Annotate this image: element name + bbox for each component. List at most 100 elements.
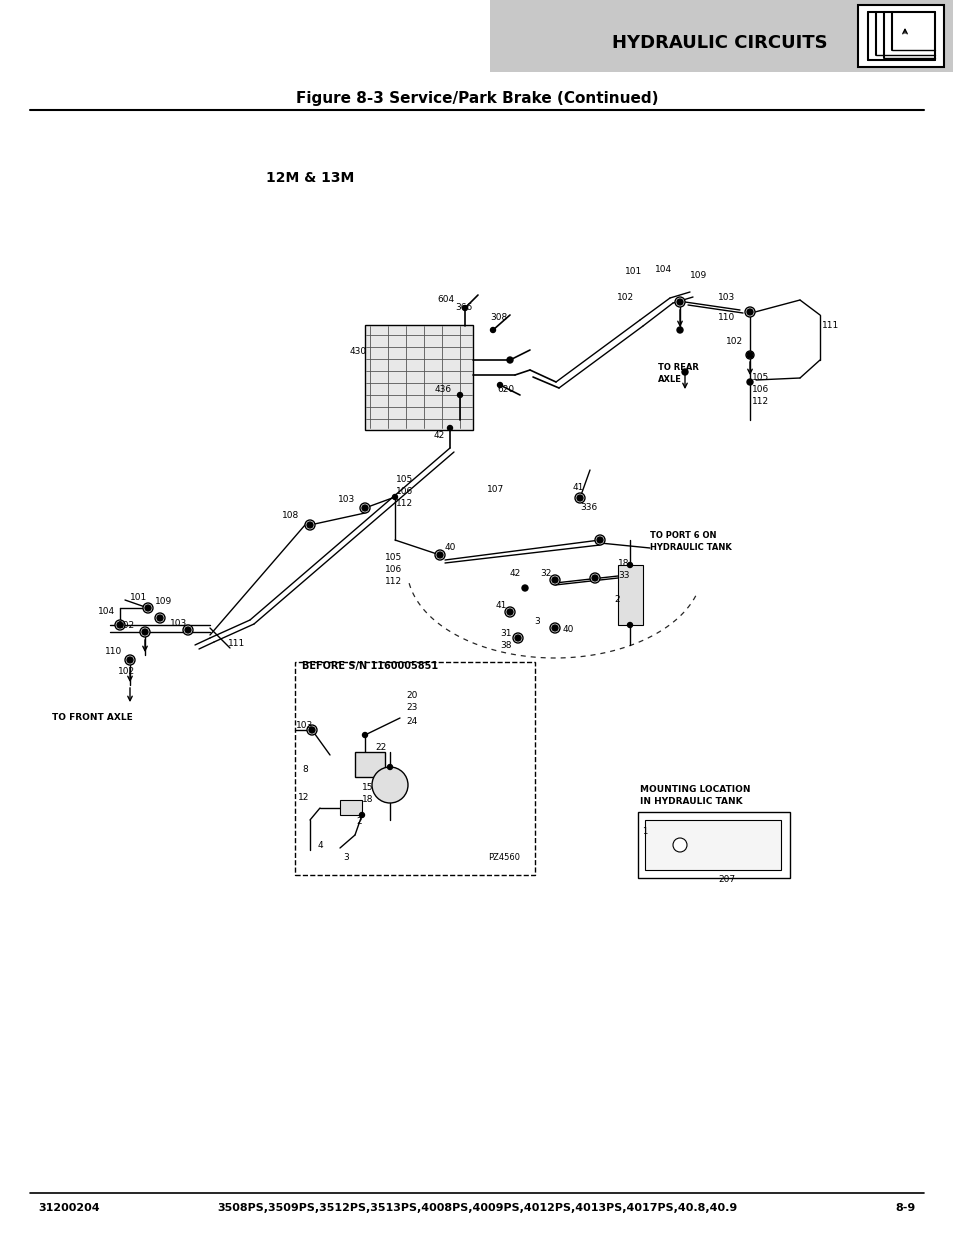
Circle shape bbox=[672, 839, 686, 852]
Text: 1: 1 bbox=[641, 827, 646, 836]
Text: 41: 41 bbox=[573, 483, 584, 492]
Circle shape bbox=[745, 351, 753, 359]
Text: 101: 101 bbox=[130, 594, 147, 603]
Circle shape bbox=[589, 573, 599, 583]
Text: 12: 12 bbox=[297, 794, 309, 803]
Text: 41: 41 bbox=[496, 601, 507, 610]
Text: 103: 103 bbox=[718, 294, 735, 303]
Text: 604: 604 bbox=[436, 295, 454, 305]
Circle shape bbox=[436, 552, 442, 558]
Circle shape bbox=[746, 352, 752, 358]
Text: 42: 42 bbox=[434, 431, 445, 440]
Text: 106: 106 bbox=[395, 488, 413, 496]
Text: AXLE: AXLE bbox=[658, 375, 681, 384]
Text: TO REAR: TO REAR bbox=[658, 363, 699, 373]
Text: 20: 20 bbox=[406, 690, 416, 699]
Text: 109: 109 bbox=[689, 270, 706, 279]
Circle shape bbox=[127, 657, 132, 663]
Circle shape bbox=[359, 813, 364, 818]
Circle shape bbox=[305, 520, 314, 530]
Circle shape bbox=[506, 609, 513, 615]
Text: 33: 33 bbox=[618, 572, 629, 580]
Text: 2: 2 bbox=[614, 595, 619, 604]
Text: 102: 102 bbox=[118, 621, 135, 631]
Circle shape bbox=[592, 576, 598, 580]
Text: 104: 104 bbox=[98, 608, 115, 616]
Text: 3508PS,3509PS,3512PS,3513PS,4008PS,4009PS,4012PS,4013PS,4017PS,40.8,40.9: 3508PS,3509PS,3512PS,3513PS,4008PS,4009P… bbox=[216, 1203, 737, 1213]
Circle shape bbox=[513, 634, 522, 643]
Text: 103: 103 bbox=[337, 495, 355, 505]
Text: 103: 103 bbox=[170, 620, 187, 629]
Circle shape bbox=[627, 562, 632, 568]
Text: IN HYDRAULIC TANK: IN HYDRAULIC TANK bbox=[639, 798, 741, 806]
Bar bbox=[644, 820, 781, 869]
Circle shape bbox=[552, 625, 558, 631]
Circle shape bbox=[550, 622, 559, 634]
Text: 31: 31 bbox=[499, 630, 511, 638]
Text: 106: 106 bbox=[385, 566, 402, 574]
Circle shape bbox=[142, 629, 148, 635]
Circle shape bbox=[185, 627, 191, 634]
Circle shape bbox=[140, 627, 150, 637]
Circle shape bbox=[125, 655, 135, 664]
Circle shape bbox=[506, 357, 513, 363]
Circle shape bbox=[746, 309, 752, 315]
Circle shape bbox=[597, 537, 602, 543]
Text: 23: 23 bbox=[406, 704, 416, 713]
Text: 12M & 13M: 12M & 13M bbox=[266, 170, 354, 185]
Circle shape bbox=[387, 764, 392, 769]
Text: 108: 108 bbox=[282, 511, 299, 520]
Circle shape bbox=[575, 493, 584, 503]
Text: 102: 102 bbox=[118, 667, 135, 677]
Circle shape bbox=[550, 576, 559, 585]
Text: 8-9: 8-9 bbox=[895, 1203, 915, 1213]
Circle shape bbox=[521, 585, 527, 592]
Text: 106: 106 bbox=[751, 385, 768, 394]
Text: 32: 32 bbox=[539, 568, 551, 578]
Text: 112: 112 bbox=[395, 499, 413, 509]
Text: 40: 40 bbox=[444, 543, 456, 552]
Circle shape bbox=[675, 296, 684, 308]
Text: PZ4560: PZ4560 bbox=[488, 853, 519, 862]
Bar bbox=[339, 800, 361, 815]
Text: BEFORE S/N 1160005851: BEFORE S/N 1160005851 bbox=[302, 661, 437, 671]
Circle shape bbox=[497, 383, 502, 388]
Text: 104: 104 bbox=[655, 266, 672, 274]
Circle shape bbox=[504, 606, 515, 618]
Bar bbox=[294, 662, 535, 876]
Text: HYDRAULIC CIRCUITS: HYDRAULIC CIRCUITS bbox=[612, 35, 827, 52]
Text: 112: 112 bbox=[751, 398, 768, 406]
Bar bbox=[355, 752, 385, 777]
Circle shape bbox=[143, 603, 152, 613]
Text: 109: 109 bbox=[154, 598, 172, 606]
Text: 22: 22 bbox=[375, 743, 386, 752]
Circle shape bbox=[145, 605, 151, 611]
Circle shape bbox=[307, 522, 313, 529]
Circle shape bbox=[515, 635, 520, 641]
Circle shape bbox=[309, 727, 314, 734]
Text: 8: 8 bbox=[302, 766, 308, 774]
Text: 42: 42 bbox=[510, 569, 520, 578]
Text: 102: 102 bbox=[725, 337, 742, 347]
Bar bbox=[365, 325, 473, 430]
Text: 2: 2 bbox=[355, 818, 361, 826]
Text: HYDRAULIC TANK: HYDRAULIC TANK bbox=[649, 542, 731, 552]
Circle shape bbox=[372, 767, 408, 803]
Text: 436: 436 bbox=[435, 385, 452, 394]
Text: 38: 38 bbox=[499, 641, 511, 651]
Text: 110: 110 bbox=[105, 647, 122, 657]
Circle shape bbox=[447, 426, 452, 431]
Circle shape bbox=[595, 535, 604, 545]
Bar bbox=[618, 564, 642, 625]
Text: 207: 207 bbox=[718, 876, 735, 884]
Circle shape bbox=[677, 327, 682, 333]
Circle shape bbox=[183, 625, 193, 635]
Text: 40: 40 bbox=[562, 625, 574, 635]
Text: 3: 3 bbox=[534, 618, 539, 626]
Text: TO PORT 6 ON: TO PORT 6 ON bbox=[649, 531, 716, 540]
Text: MOUNTING LOCATION: MOUNTING LOCATION bbox=[639, 785, 750, 794]
Text: 24: 24 bbox=[406, 716, 416, 725]
Circle shape bbox=[627, 622, 632, 627]
Text: 15: 15 bbox=[361, 783, 374, 792]
Text: 308: 308 bbox=[490, 314, 507, 322]
